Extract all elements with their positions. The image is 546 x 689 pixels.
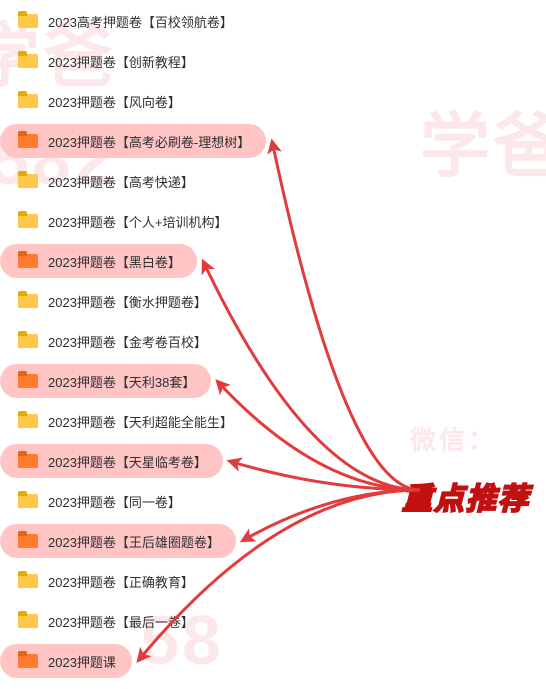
folder-item[interactable]: 2023押题卷【天星临考卷】 [0, 444, 223, 478]
folder-item[interactable]: 2023押题卷【正确教育】 [0, 564, 360, 598]
folder-item[interactable]: 2023押题卷【衡水押题卷】 [0, 284, 360, 318]
folder-label: 2023高考押题卷【百校领航卷】 [48, 12, 233, 31]
folder-icon [18, 614, 38, 628]
folder-item[interactable]: 2023押题卷【天利超能全能生】 [0, 404, 360, 438]
folder-label: 2023押题课 [48, 652, 116, 671]
folder-label: 2023押题卷【个人+培训机构】 [48, 212, 228, 231]
folder-label: 2023押题卷【衡水押题卷】 [48, 292, 207, 311]
folder-item[interactable]: 2023押题卷【高考必刷卷-理想树】 [0, 124, 266, 158]
folder-label: 2023押题卷【风向卷】 [48, 92, 181, 111]
folder-icon [18, 374, 38, 388]
folder-list: 2023高考押题卷【百校领航卷】 2023押题卷【创新教程】 2023押题卷【风向卷… [0, 4, 360, 684]
folder-icon [18, 214, 38, 228]
watermark-text: 学爸 [420, 90, 546, 191]
folder-item[interactable]: 2023押题卷【同一卷】 [0, 484, 360, 518]
folder-item[interactable]: 2023押题卷【创新教程】 [0, 44, 360, 78]
folder-label: 2023押题卷【金考卷百校】 [48, 332, 207, 351]
folder-item[interactable]: 2023押题卷【金考卷百校】 [0, 324, 360, 358]
folder-label: 2023押题卷【正确教育】 [48, 572, 194, 591]
folder-icon [18, 494, 38, 508]
folder-icon [18, 254, 38, 268]
folder-item[interactable]: 2023押题卷【黑白卷】 [0, 244, 197, 278]
folder-item[interactable]: 2023押题卷【个人+培训机构】 [0, 204, 360, 238]
folder-icon [18, 54, 38, 68]
folder-item[interactable]: 2023高考押题卷【百校领航卷】 [0, 4, 360, 38]
folder-label: 2023押题卷【天星临考卷】 [48, 452, 207, 471]
folder-icon [18, 134, 38, 148]
folder-item[interactable]: 2023押题卷【天利38套】 [0, 364, 211, 398]
folder-item[interactable]: 2023押题卷【高考快递】 [0, 164, 360, 198]
folder-label: 2023押题卷【高考快递】 [48, 172, 194, 191]
folder-icon [18, 534, 38, 548]
folder-label: 2023押题卷【最后一卷】 [48, 612, 194, 631]
folder-icon [18, 294, 38, 308]
featured-text: 重点推荐 [402, 483, 530, 516]
folder-item[interactable]: 2023押题卷【风向卷】 [0, 84, 360, 118]
folder-label: 2023押题卷【天利超能全能生】 [48, 412, 233, 431]
folder-item[interactable]: 2023押题卷【最后一卷】 [0, 604, 360, 638]
folder-icon [18, 14, 38, 28]
folder-label: 2023押题卷【同一卷】 [48, 492, 181, 511]
folder-icon [18, 414, 38, 428]
folder-icon [18, 334, 38, 348]
folder-label: 2023押题卷【黑白卷】 [48, 252, 181, 271]
folder-icon [18, 574, 38, 588]
folder-item[interactable]: 2023押题课 [0, 644, 132, 678]
folder-icon [18, 654, 38, 668]
folder-label: 2023押题卷【天利38套】 [48, 372, 195, 391]
folder-item[interactable]: 2023押题卷【王后雄圈题卷】 [0, 524, 236, 558]
featured-label: 重点推荐 [402, 474, 530, 518]
watermark-text: 微信： [410, 420, 497, 457]
folder-icon [18, 94, 38, 108]
folder-icon [18, 174, 38, 188]
folder-label: 2023押题卷【创新教程】 [48, 52, 194, 71]
folder-label: 2023押题卷【高考必刷卷-理想树】 [48, 132, 250, 151]
folder-icon [18, 454, 38, 468]
folder-label: 2023押题卷【王后雄圈题卷】 [48, 532, 220, 551]
